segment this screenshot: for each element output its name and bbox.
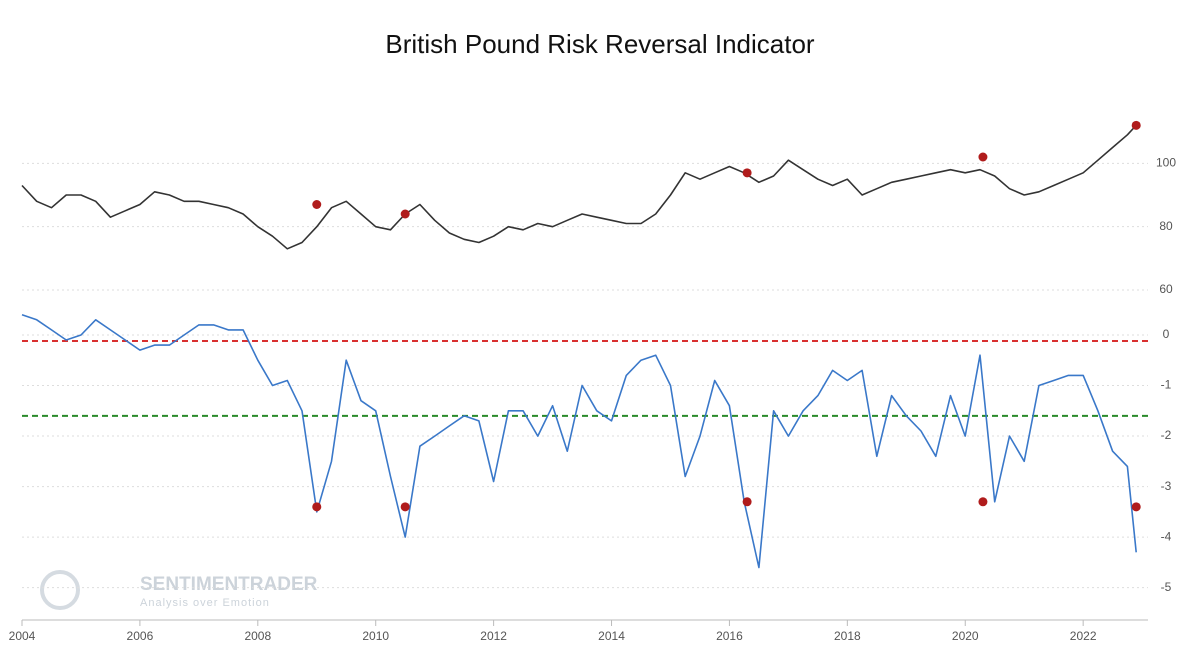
chart-title: British Pound Risk Reversal Indicator [385,29,815,59]
signal-marker [1131,502,1141,512]
signal-marker [312,200,322,209]
signal-marker [1131,120,1141,130]
y-tick-label: -4 [1161,529,1172,543]
signal-marker [400,209,410,219]
signal-marker [312,502,322,512]
signal-marker [742,497,752,507]
watermark-title: SENTIMENTRADER [140,574,318,595]
watermark-subtitle: Analysis over Emotion [140,597,270,609]
series-line [21,124,1137,250]
signal-marker [400,502,410,512]
y-tick-label: -3 [1161,479,1172,493]
y-tick-label: 80 [1159,219,1173,233]
signal-marker [742,168,752,178]
x-tick-label: 2014 [598,629,625,643]
y-tick-label: -1 [1161,378,1172,392]
x-tick-label: 2004 [9,629,36,643]
x-tick-label: 2022 [1070,629,1097,643]
y-tick-label: -5 [1161,580,1172,594]
watermark-logo [40,570,80,610]
x-tick-label: 2020 [952,629,979,643]
y-tick-label: 100 [1156,156,1176,170]
x-tick-label: 2006 [127,629,154,643]
signal-marker [978,152,988,162]
x-tick-label: 2010 [362,629,389,643]
y-tick-label: -2 [1161,428,1172,442]
x-tick-label: 2016 [716,629,743,643]
y-tick-label: 60 [1159,282,1173,296]
x-tick-label: 2008 [244,629,271,643]
x-tick-label: 2012 [480,629,507,643]
signal-marker [978,497,988,507]
series-line [21,314,1137,569]
x-tick-label: 2018 [834,629,861,643]
y-tick-label: 0 [1163,327,1170,341]
